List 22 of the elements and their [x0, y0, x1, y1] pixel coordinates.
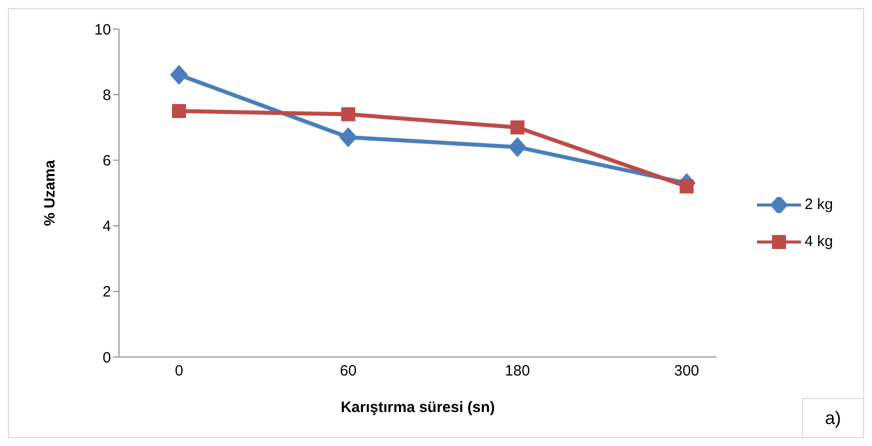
- x-tick-label: 180: [504, 362, 530, 380]
- legend-label: 4 kg: [804, 233, 833, 250]
- text: a): [802, 398, 863, 437]
- point: [339, 127, 358, 148]
- y-tick-label: 8: [102, 86, 111, 104]
- point: [508, 137, 526, 158]
- y-tick-label: 10: [94, 21, 111, 38]
- x-tick-label: 60: [340, 362, 357, 380]
- legend-label: 2 kg: [804, 196, 833, 213]
- x-tick-label: 0: [174, 362, 184, 380]
- point: [680, 179, 694, 194]
- y-tick-label: 0: [102, 349, 111, 366]
- point: [341, 107, 356, 122]
- y-axis-title: % Uzama: [41, 159, 58, 226]
- x-axis-title: Karıştırma süresi (sn): [340, 399, 495, 416]
- x-tick-label: 300: [674, 362, 700, 380]
- y-tick-label: 2: [102, 284, 111, 301]
- point: [170, 64, 188, 85]
- point: [510, 120, 524, 134]
- point: [172, 104, 186, 118]
- y-tick-label: 4: [102, 218, 111, 236]
- y-tick-label: 6: [102, 152, 111, 170]
